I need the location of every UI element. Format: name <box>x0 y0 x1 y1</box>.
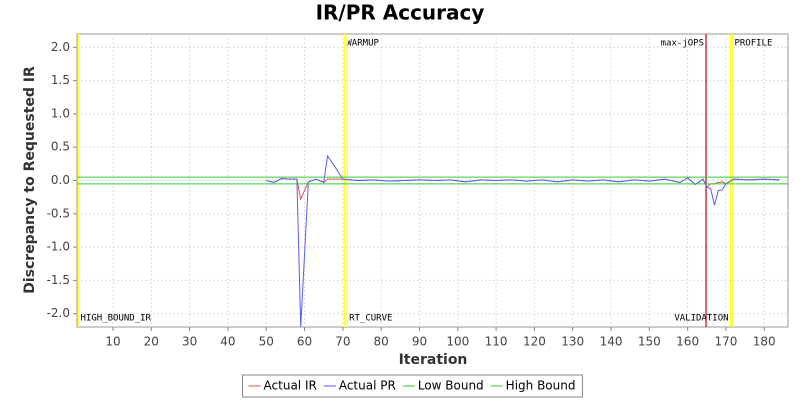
chart-title: IR/PR Accuracy <box>316 1 485 25</box>
marker-label: HIGH_BOUND_IR <box>81 314 152 324</box>
x-tick-label: 50 <box>259 335 274 349</box>
legend-label: Actual IR <box>264 379 317 393</box>
x-tick-label: 40 <box>220 335 235 349</box>
x-tick-label: 90 <box>412 335 427 349</box>
y-tick-label: 0.0 <box>51 173 70 187</box>
y-tick-label: -2.0 <box>47 306 70 320</box>
y-tick-label: -1.5 <box>47 273 70 287</box>
legend-label: Low Bound <box>418 379 484 393</box>
x-tick-label: 180 <box>753 335 776 349</box>
y-axis-label: Discrepancy to Requested IR <box>22 66 38 294</box>
legend-label: Actual PR <box>339 379 396 393</box>
x-tick-label: 170 <box>714 335 737 349</box>
x-tick-label: 140 <box>600 335 623 349</box>
x-axis-label: Iteration <box>399 352 468 368</box>
legend-label: High Bound <box>506 379 576 393</box>
x-tick-label: 120 <box>523 335 546 349</box>
x-tick-label: 160 <box>676 335 699 349</box>
marker-label: max-jOPS <box>661 39 704 49</box>
x-tick-label: 150 <box>638 335 661 349</box>
x-tick-label: 70 <box>335 335 350 349</box>
x-tick-label: 30 <box>182 335 197 349</box>
series-line <box>266 154 780 328</box>
y-tick-label: 1.0 <box>51 106 70 120</box>
y-tick-label: 0.5 <box>51 140 70 154</box>
y-tick-label: -1.0 <box>47 240 70 254</box>
x-tick-label: 100 <box>446 335 469 349</box>
marker-label: VALIDATION <box>674 314 728 324</box>
y-tick-label: 2.0 <box>51 40 70 54</box>
x-tick-label: 110 <box>485 335 508 349</box>
marker-label: WARMUP <box>346 39 379 49</box>
y-tick-label: -0.5 <box>47 206 70 220</box>
legend: Actual IR Actual PR Low Bound High Bound <box>242 374 583 398</box>
x-tick-label: 20 <box>144 335 159 349</box>
x-tick-label: 130 <box>561 335 584 349</box>
x-tick-label: 80 <box>374 335 389 349</box>
marker-label: RT_CURVE <box>349 314 392 324</box>
marker-label: PROFILE <box>734 39 772 49</box>
x-tick-label: 60 <box>297 335 312 349</box>
y-tick-label: 1.5 <box>51 73 70 87</box>
x-tick-label: 10 <box>105 335 120 349</box>
